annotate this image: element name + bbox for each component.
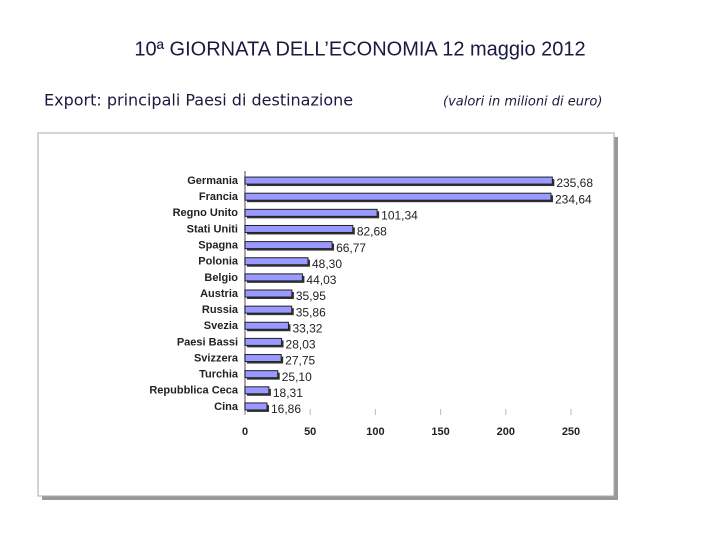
value-label: 234,64 <box>555 192 592 206</box>
value-label: 27,75 <box>285 354 315 368</box>
y-tick-label: Francia <box>199 191 239 203</box>
y-tick-label: Repubblica Ceca <box>149 385 239 397</box>
plot: 0 50 100 150 200 250 Germania 235,68 Francia 234,… <box>149 171 593 438</box>
value-label: 28,03 <box>286 338 316 352</box>
value-label: 44,03 <box>306 273 336 287</box>
bar <box>244 289 293 298</box>
value-label: 33,32 <box>292 321 322 335</box>
bar <box>244 402 268 411</box>
bar <box>244 273 303 282</box>
bar <box>244 208 378 217</box>
subtitle: Export: principali Paesi di destinazione <box>44 91 353 110</box>
y-tick-label: Belgio <box>204 272 238 284</box>
chart-frame <box>37 132 615 497</box>
x-tick-label: 150 <box>431 426 449 438</box>
y-tick-label: Svezia <box>204 320 239 332</box>
x-tick-label: 50 <box>304 426 316 438</box>
bar <box>244 224 354 233</box>
value-label: 48,30 <box>312 257 342 271</box>
x-tick-label: 200 <box>497 426 515 438</box>
bar <box>244 354 282 363</box>
y-tick-label: Regno Unito <box>173 207 239 219</box>
bar <box>244 370 279 379</box>
bar <box>244 337 283 346</box>
y-tick-label: Germania <box>187 175 239 187</box>
bar <box>244 321 289 330</box>
y-tick-label: Svizzera <box>194 352 239 364</box>
unit-note: (valori in milioni di euro) <box>443 95 602 110</box>
y-tick-label: Stati Uniti <box>187 223 238 235</box>
value-label: 82,68 <box>357 225 387 239</box>
value-label: 101,34 <box>381 209 418 223</box>
y-tick-label: Polonia <box>198 256 239 268</box>
x-tick-label: 250 <box>562 426 580 438</box>
y-tick-label: Austria <box>200 288 239 300</box>
bar <box>244 305 293 314</box>
x-tick-label: 0 <box>242 426 248 438</box>
y-tick-label: Cina <box>214 401 239 413</box>
x-tick-label: 100 <box>366 426 384 438</box>
value-label: 235,68 <box>556 176 593 190</box>
bar <box>244 257 309 266</box>
bar <box>244 241 333 250</box>
y-tick-label: Paesi Bassi <box>177 336 238 348</box>
bar <box>244 386 270 395</box>
slide-title: 10ª GIORNATA DELL’ECONOMIA 12 maggio 201… <box>134 38 585 60</box>
value-label: 25,10 <box>282 370 312 384</box>
y-tick-label: Russia <box>202 304 239 316</box>
bar <box>244 192 552 201</box>
y-tick-label: Turchia <box>199 369 239 381</box>
value-label: 35,95 <box>296 289 326 303</box>
value-label: 35,86 <box>296 305 326 319</box>
value-label: 16,86 <box>271 402 301 416</box>
bar <box>244 176 553 185</box>
value-label: 18,31 <box>273 386 303 400</box>
value-label: 66,77 <box>336 241 366 255</box>
y-tick-label: Spagna <box>198 240 239 252</box>
